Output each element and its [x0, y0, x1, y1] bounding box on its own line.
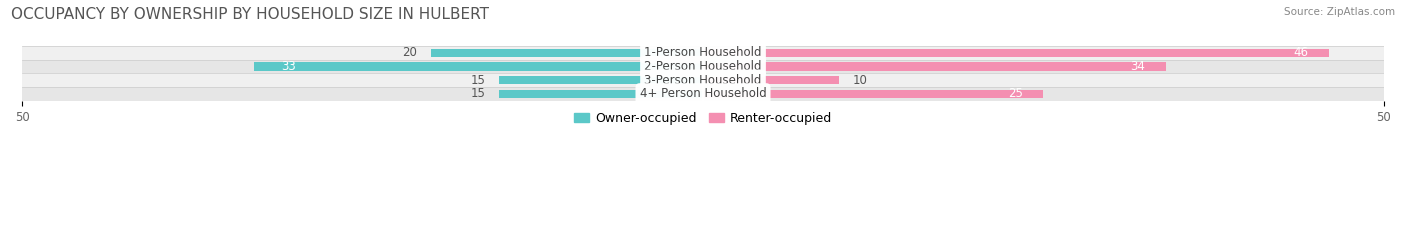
Text: 15: 15	[471, 87, 485, 100]
Bar	[430, 48, 703, 57]
Text: Source: ZipAtlas.com: Source: ZipAtlas.com	[1284, 7, 1395, 17]
Text: 10: 10	[852, 74, 868, 87]
Text: 46: 46	[1294, 46, 1309, 59]
Bar	[703, 90, 1043, 98]
Bar	[22, 73, 1384, 87]
Legend: Owner-occupied, Renter-occupied: Owner-occupied, Renter-occupied	[568, 107, 838, 130]
Text: OCCUPANCY BY OWNERSHIP BY HOUSEHOLD SIZE IN HULBERT: OCCUPANCY BY OWNERSHIP BY HOUSEHOLD SIZE…	[11, 7, 489, 22]
Text: 1-Person Household: 1-Person Household	[644, 46, 762, 59]
Text: 3-Person Household: 3-Person Household	[644, 74, 762, 87]
Bar	[22, 60, 1384, 73]
Bar	[499, 90, 703, 98]
Bar	[703, 76, 839, 84]
Bar	[22, 87, 1384, 101]
Text: 2-Person Household: 2-Person Household	[644, 60, 762, 73]
Text: 20: 20	[402, 46, 418, 59]
Text: 34: 34	[1130, 60, 1146, 73]
Bar	[254, 62, 703, 71]
Bar	[22, 46, 1384, 60]
Bar	[703, 48, 1329, 57]
Text: 33: 33	[281, 60, 295, 73]
Bar	[499, 76, 703, 84]
Text: 15: 15	[471, 74, 485, 87]
Text: 25: 25	[1008, 87, 1024, 100]
Bar	[703, 62, 1166, 71]
Text: 4+ Person Household: 4+ Person Household	[640, 87, 766, 100]
